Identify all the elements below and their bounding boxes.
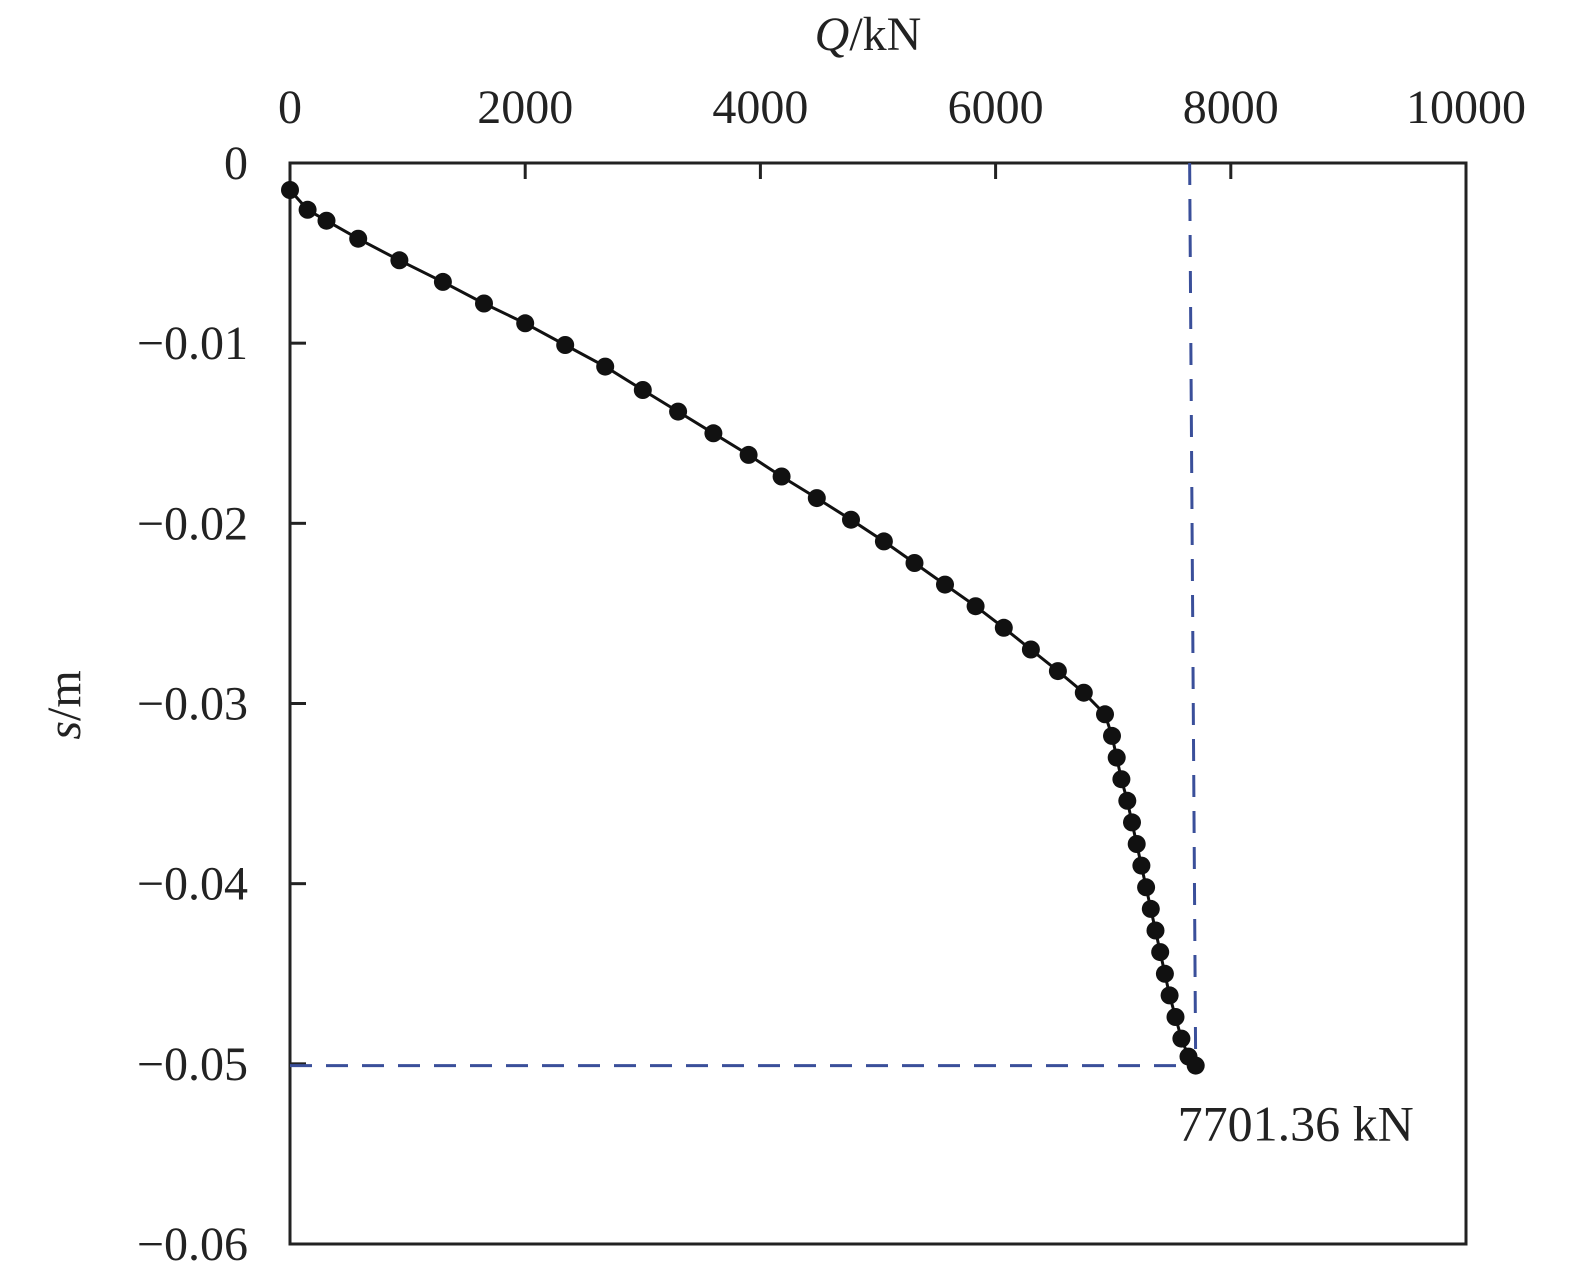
data-point — [633, 381, 652, 399]
y-tick-label: −0.03 — [137, 678, 248, 731]
data-point — [966, 597, 985, 616]
data-point — [772, 467, 791, 486]
data-point — [739, 445, 758, 464]
data-point — [1103, 726, 1121, 745]
data-point — [936, 575, 954, 594]
x-tick-label: 2000 — [477, 81, 573, 134]
data-point — [1112, 770, 1131, 789]
data-point — [1074, 683, 1093, 702]
data-point — [433, 272, 452, 291]
data-point — [994, 618, 1013, 637]
series-line — [288, 189, 1197, 1067]
data-point — [556, 336, 575, 354]
svg-text:Q/kN: Q/kN — [815, 8, 922, 61]
data-point — [1137, 878, 1156, 897]
data-point — [704, 424, 723, 443]
ultimate-load-annotation: 7701.36 kN — [1178, 1096, 1414, 1152]
y-axis-title-variable: s — [38, 721, 91, 740]
data-point — [1166, 1008, 1185, 1026]
data-point — [1186, 1056, 1205, 1075]
y-axis-title-unit: /m — [38, 670, 91, 721]
data-point — [1155, 964, 1174, 983]
y-tick-label: 0 — [224, 137, 248, 190]
x-tick-label: 8000 — [1183, 81, 1279, 134]
data-point — [1141, 899, 1160, 918]
data-point — [1107, 748, 1126, 767]
data-point — [596, 357, 615, 376]
data-point — [1096, 705, 1114, 724]
data-point — [516, 314, 535, 333]
data-point — [1172, 1029, 1191, 1048]
data-point — [1146, 921, 1165, 940]
data-point — [1151, 943, 1170, 962]
plot-frame — [288, 161, 1468, 1246]
data-point — [1123, 813, 1141, 832]
data-point — [475, 294, 493, 313]
x-tick-label: 10000 — [1406, 81, 1526, 134]
x-axis-ticks: 0 2000 4000 6000 8000 10000 — [278, 81, 1526, 179]
x-axis-title: Q/kN — [815, 8, 922, 61]
data-point — [874, 532, 893, 551]
x-axis-title-variable: Q — [815, 8, 850, 61]
reference-lines — [290, 162, 1198, 1068]
data-point — [317, 211, 336, 230]
data-point — [281, 181, 299, 199]
data-point — [842, 510, 860, 529]
data-series — [281, 181, 1205, 1075]
data-point — [1132, 856, 1151, 875]
data-point — [349, 229, 368, 248]
y-tick-label: −0.04 — [137, 858, 248, 911]
x-tick-label: 4000 — [712, 81, 808, 134]
data-point — [1118, 791, 1137, 810]
y-tick-label: −0.01 — [137, 317, 248, 370]
data-point — [807, 489, 826, 508]
data-point — [905, 554, 924, 572]
data-point — [1021, 640, 1040, 659]
y-axis-ticks: 0 −0.01 −0.02 −0.03 −0.04 −0.05 −0.06 — [137, 137, 306, 1271]
data-point — [390, 251, 409, 270]
y-tick-label: −0.02 — [137, 497, 248, 550]
data-point — [669, 402, 688, 421]
data-point — [1160, 986, 1179, 1005]
data-point — [298, 200, 317, 219]
svg-text:s/m: s/m — [38, 670, 91, 739]
data-point — [1048, 662, 1067, 681]
y-axis-title: s/m — [38, 670, 91, 739]
y-tick-label: −0.06 — [137, 1218, 248, 1271]
x-tick-label: 6000 — [948, 81, 1044, 134]
x-axis-title-unit: /kN — [849, 8, 921, 61]
vertical-reference-line — [1188, 162, 1198, 1066]
y-tick-label: −0.05 — [137, 1038, 248, 1091]
data-point — [1127, 835, 1146, 853]
x-tick-label: 0 — [278, 81, 302, 134]
